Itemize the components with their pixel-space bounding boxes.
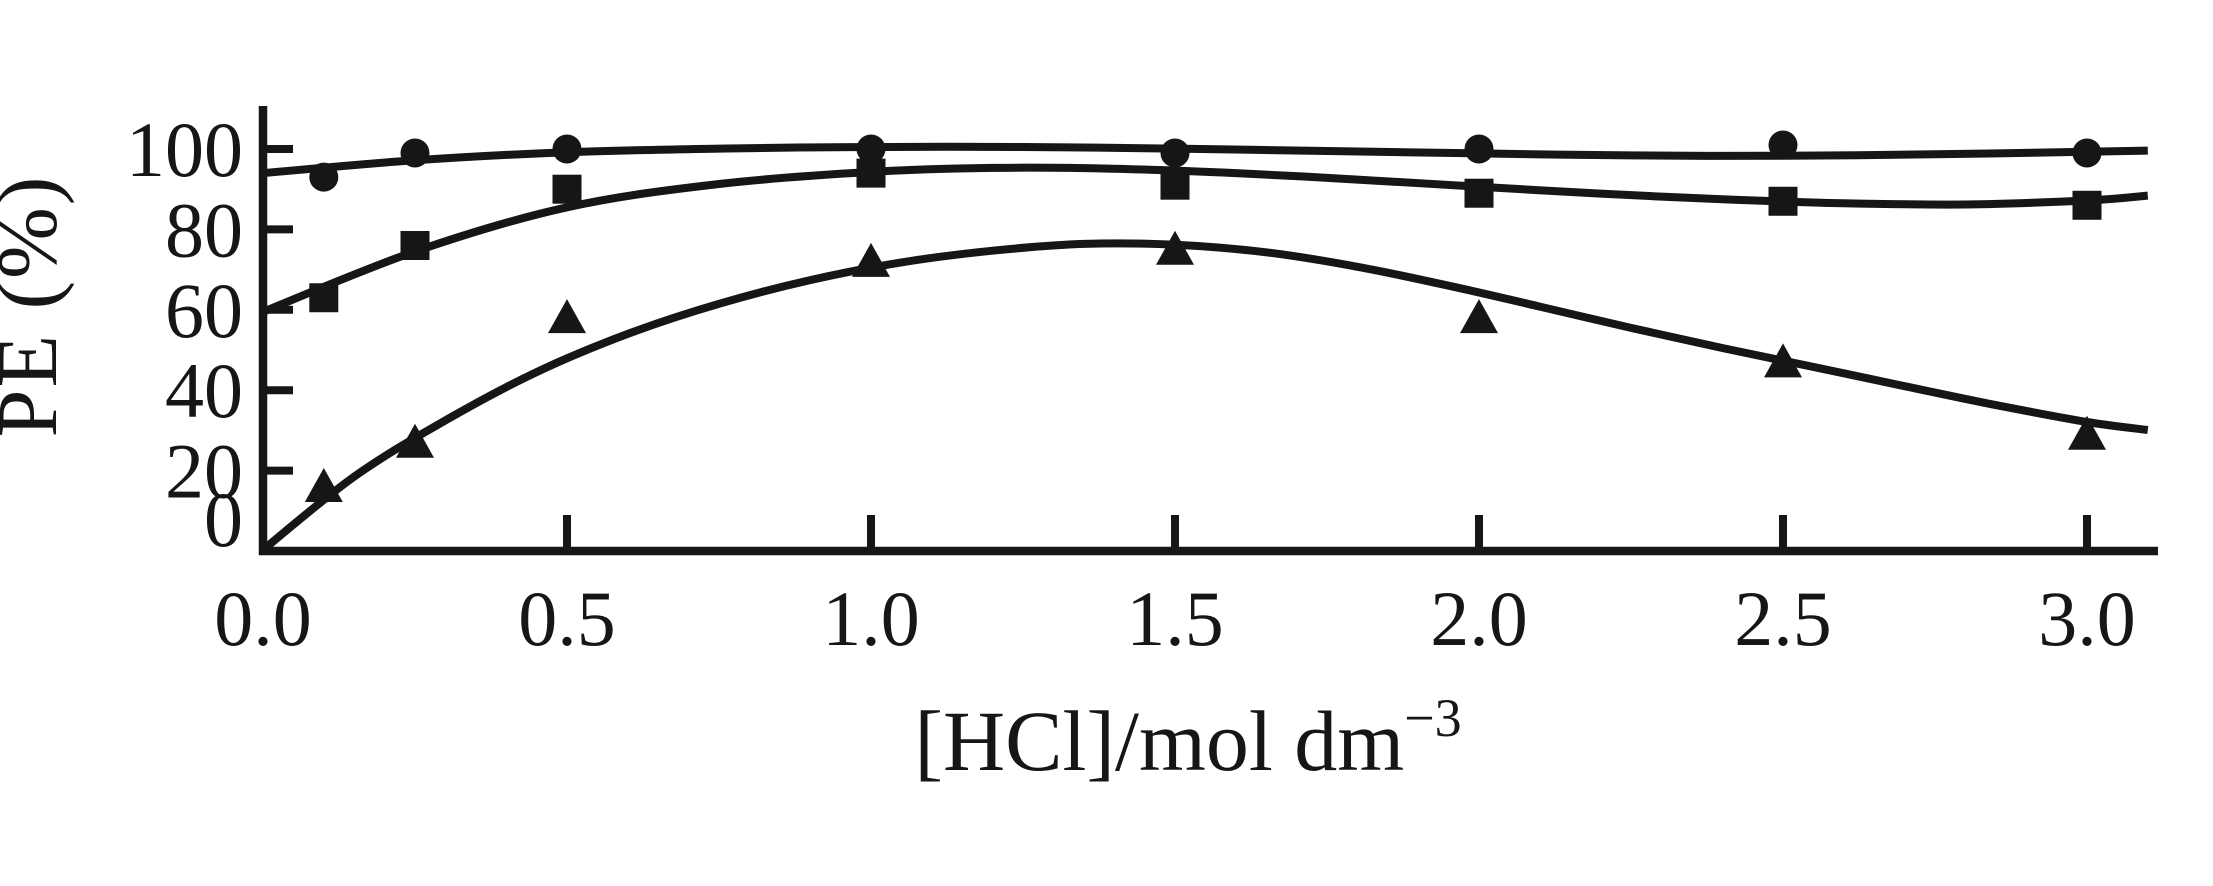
triangle-marker <box>548 299 586 334</box>
square-marker <box>1464 178 1494 208</box>
square-marker <box>1768 186 1798 216</box>
square-marker <box>552 174 582 204</box>
circle-marker <box>2072 138 2102 168</box>
triangle-series-curve <box>260 239 2149 553</box>
circle-marker <box>309 162 339 192</box>
x-tick-label: 3.0 <box>2038 575 2136 662</box>
triangle-marker <box>396 423 434 458</box>
circle-marker <box>1160 138 1190 168</box>
x-tick-label: 1.5 <box>1126 575 1224 662</box>
x-tick-label: 1.0 <box>822 575 920 662</box>
y-axis-title: PE (%) <box>0 175 75 438</box>
triangle-marker <box>1764 343 1802 378</box>
circle-marker <box>552 134 582 164</box>
triangle-marker <box>852 242 890 277</box>
circle-marker <box>400 138 430 168</box>
triangle-marker <box>304 467 343 502</box>
axis-line <box>258 106 2158 556</box>
x-axis-title-superscript: −3 <box>1404 688 1461 748</box>
square-marker <box>2072 190 2102 220</box>
circle-marker <box>1768 130 1798 160</box>
triangle-marker <box>2068 415 2106 450</box>
y-tick-label: 40 <box>165 347 243 434</box>
x-tick-label: 2.5 <box>1734 575 1832 662</box>
y-tick-label: 0 <box>204 476 243 563</box>
square-marker <box>1160 170 1190 200</box>
x-axis-title: [HCl]/mol dm−3 <box>914 688 1461 789</box>
triangle-marker <box>1460 299 1498 334</box>
square-marker <box>400 230 430 260</box>
y-tick-label: 20 <box>165 428 243 515</box>
y-tick-label: 80 <box>165 186 243 273</box>
square-marker <box>856 158 886 188</box>
x-axis-title-text: [HCl]/mol dm <box>914 693 1404 789</box>
x-tick-label: 0.0 <box>214 575 312 662</box>
y-tick-label: 100 <box>126 106 243 193</box>
x-tick-label: 0.5 <box>518 575 616 662</box>
square-series-curve <box>261 163 2149 316</box>
x-tick-label: 2.0 <box>1430 575 1528 662</box>
circle-marker <box>1464 134 1494 164</box>
series-layer <box>260 130 2149 553</box>
square-marker <box>309 283 339 313</box>
circle-marker <box>856 134 886 164</box>
triangle-marker <box>1156 230 1194 265</box>
y-tick-label: 60 <box>165 267 243 354</box>
